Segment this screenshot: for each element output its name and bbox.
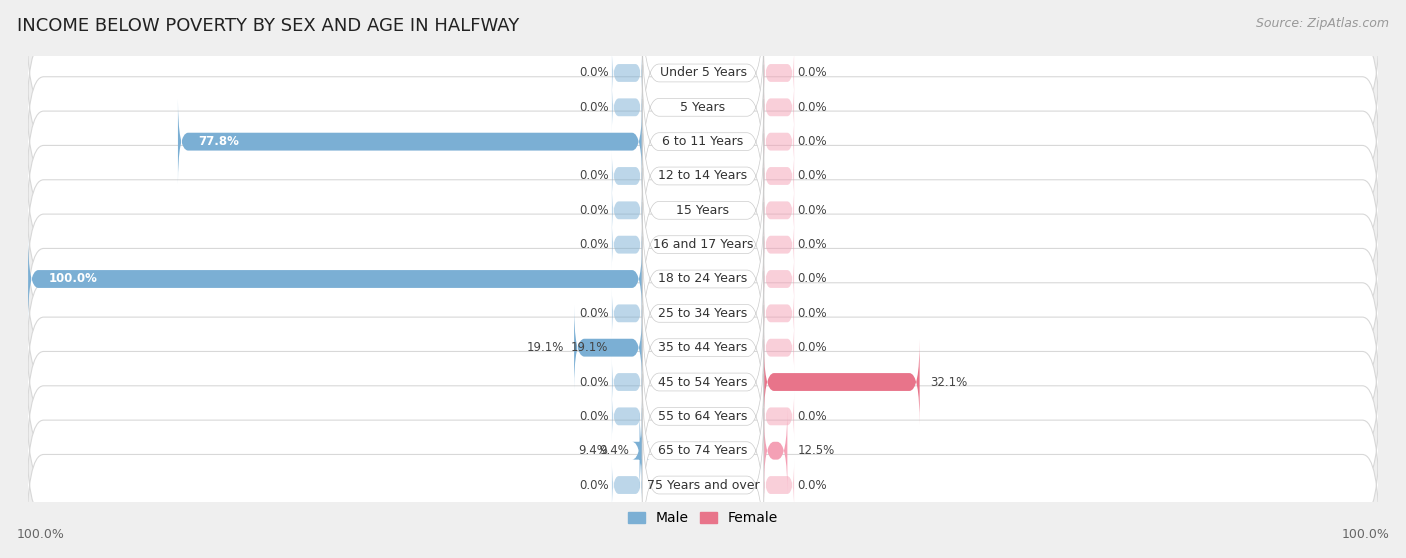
FancyBboxPatch shape <box>27 86 1379 197</box>
FancyBboxPatch shape <box>643 65 763 219</box>
FancyBboxPatch shape <box>612 185 643 235</box>
Text: 0.0%: 0.0% <box>797 341 827 354</box>
FancyBboxPatch shape <box>27 292 1379 403</box>
FancyBboxPatch shape <box>763 219 794 270</box>
FancyBboxPatch shape <box>763 116 794 167</box>
Text: 9.4%: 9.4% <box>599 444 630 457</box>
FancyBboxPatch shape <box>763 323 794 373</box>
FancyBboxPatch shape <box>763 151 794 201</box>
Text: 0.0%: 0.0% <box>579 238 609 251</box>
FancyBboxPatch shape <box>763 253 794 305</box>
Text: 0.0%: 0.0% <box>797 307 827 320</box>
FancyBboxPatch shape <box>643 30 763 184</box>
FancyBboxPatch shape <box>643 133 763 287</box>
FancyBboxPatch shape <box>612 82 643 133</box>
Text: 75 Years and over: 75 Years and over <box>647 479 759 492</box>
FancyBboxPatch shape <box>763 82 794 133</box>
FancyBboxPatch shape <box>763 339 920 425</box>
FancyBboxPatch shape <box>643 271 763 425</box>
Text: 12.5%: 12.5% <box>797 444 835 457</box>
FancyBboxPatch shape <box>763 288 794 339</box>
Text: 0.0%: 0.0% <box>797 238 827 251</box>
FancyBboxPatch shape <box>763 47 794 98</box>
Text: INCOME BELOW POVERTY BY SEX AND AGE IN HALFWAY: INCOME BELOW POVERTY BY SEX AND AGE IN H… <box>17 17 519 35</box>
FancyBboxPatch shape <box>763 408 787 493</box>
Text: 100.0%: 100.0% <box>17 528 65 541</box>
FancyBboxPatch shape <box>28 237 643 321</box>
Text: 32.1%: 32.1% <box>929 376 967 388</box>
FancyBboxPatch shape <box>27 189 1379 300</box>
Text: 0.0%: 0.0% <box>579 479 609 492</box>
Text: 35 to 44 Years: 35 to 44 Years <box>658 341 748 354</box>
FancyBboxPatch shape <box>643 339 763 493</box>
Text: 0.0%: 0.0% <box>579 376 609 388</box>
FancyBboxPatch shape <box>643 305 763 459</box>
Text: 25 to 34 Years: 25 to 34 Years <box>658 307 748 320</box>
FancyBboxPatch shape <box>643 0 763 150</box>
FancyBboxPatch shape <box>27 18 1379 128</box>
Text: 0.0%: 0.0% <box>797 479 827 492</box>
FancyBboxPatch shape <box>612 288 643 339</box>
Text: 65 to 74 Years: 65 to 74 Years <box>658 444 748 457</box>
Text: 6 to 11 Years: 6 to 11 Years <box>662 135 744 148</box>
FancyBboxPatch shape <box>763 185 794 235</box>
Text: 0.0%: 0.0% <box>797 272 827 286</box>
FancyBboxPatch shape <box>612 151 643 201</box>
Text: 0.0%: 0.0% <box>579 170 609 182</box>
Text: 0.0%: 0.0% <box>579 101 609 114</box>
Text: 18 to 24 Years: 18 to 24 Years <box>658 272 748 286</box>
Legend: Male, Female: Male, Female <box>623 506 783 531</box>
FancyBboxPatch shape <box>643 99 763 253</box>
FancyBboxPatch shape <box>574 305 643 390</box>
FancyBboxPatch shape <box>643 202 763 356</box>
FancyBboxPatch shape <box>612 357 643 407</box>
Text: 45 to 54 Years: 45 to 54 Years <box>658 376 748 388</box>
FancyBboxPatch shape <box>612 219 643 270</box>
Text: 19.1%: 19.1% <box>571 341 609 354</box>
Text: 0.0%: 0.0% <box>579 410 609 423</box>
Text: 55 to 64 Years: 55 to 64 Years <box>658 410 748 423</box>
FancyBboxPatch shape <box>179 99 643 184</box>
Text: 0.0%: 0.0% <box>797 410 827 423</box>
FancyBboxPatch shape <box>612 47 643 98</box>
Text: Under 5 Years: Under 5 Years <box>659 66 747 79</box>
FancyBboxPatch shape <box>27 121 1379 231</box>
Text: 100.0%: 100.0% <box>48 272 97 286</box>
Text: 15 Years: 15 Years <box>676 204 730 217</box>
FancyBboxPatch shape <box>27 327 1379 437</box>
Text: 0.0%: 0.0% <box>797 170 827 182</box>
FancyBboxPatch shape <box>27 52 1379 162</box>
Text: 9.4%: 9.4% <box>579 444 609 457</box>
FancyBboxPatch shape <box>27 155 1379 266</box>
FancyBboxPatch shape <box>643 168 763 321</box>
FancyBboxPatch shape <box>633 408 650 493</box>
Text: 16 and 17 Years: 16 and 17 Years <box>652 238 754 251</box>
Text: 0.0%: 0.0% <box>579 204 609 217</box>
Text: 5 Years: 5 Years <box>681 101 725 114</box>
FancyBboxPatch shape <box>27 224 1379 334</box>
FancyBboxPatch shape <box>27 396 1379 506</box>
FancyBboxPatch shape <box>27 361 1379 472</box>
Text: 0.0%: 0.0% <box>579 66 609 79</box>
FancyBboxPatch shape <box>763 391 794 442</box>
FancyBboxPatch shape <box>612 391 643 442</box>
FancyBboxPatch shape <box>612 460 643 511</box>
Text: 0.0%: 0.0% <box>797 204 827 217</box>
Text: 0.0%: 0.0% <box>579 307 609 320</box>
Text: 0.0%: 0.0% <box>797 66 827 79</box>
Text: 0.0%: 0.0% <box>797 135 827 148</box>
FancyBboxPatch shape <box>763 460 794 511</box>
Text: 100.0%: 100.0% <box>1341 528 1389 541</box>
FancyBboxPatch shape <box>643 237 763 390</box>
Text: 77.8%: 77.8% <box>198 135 239 148</box>
Text: 12 to 14 Years: 12 to 14 Years <box>658 170 748 182</box>
FancyBboxPatch shape <box>643 408 763 558</box>
FancyBboxPatch shape <box>27 430 1379 540</box>
Text: 19.1%: 19.1% <box>527 341 564 354</box>
FancyBboxPatch shape <box>643 374 763 528</box>
FancyBboxPatch shape <box>27 258 1379 369</box>
Text: 0.0%: 0.0% <box>797 101 827 114</box>
Text: Source: ZipAtlas.com: Source: ZipAtlas.com <box>1256 17 1389 30</box>
